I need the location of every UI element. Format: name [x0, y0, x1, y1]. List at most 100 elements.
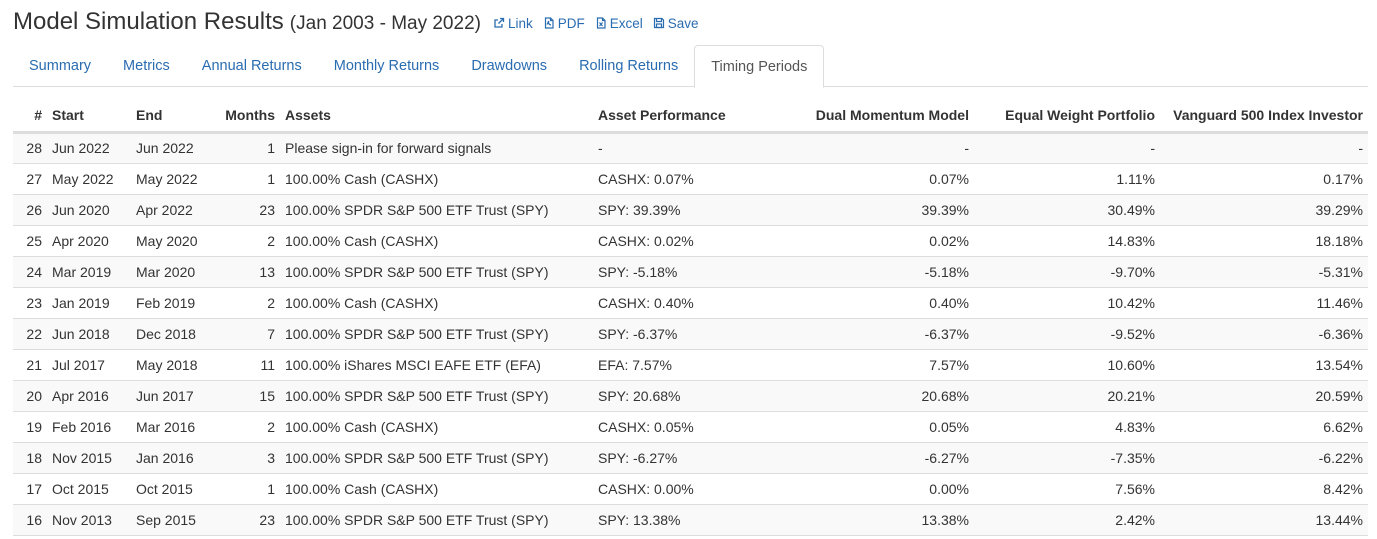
pdf-file-icon [544, 17, 554, 29]
cell-end: Feb 2019 [131, 287, 211, 319]
table-row: 27 May 2022 May 2022 1 100.00% Cash (CASHX) C… [13, 163, 1368, 195]
cell-vanguard-500: -6.36% [1160, 318, 1368, 350]
cell-months: 1 [211, 132, 280, 164]
cell-start: Nov 2013 [47, 504, 131, 536]
cell-assets: 100.00% Cash (CASHX) [280, 287, 593, 319]
cell-dual-momentum-model: -6.27% [766, 442, 974, 474]
cell-dual-momentum-model: -5.18% [766, 256, 974, 288]
link-button[interactable]: Link [493, 16, 533, 31]
cell-equal-weight-portfolio: 4.83% [974, 411, 1160, 443]
table-row: 24 Mar 2019 Mar 2020 13 100.00% SPDR S&P 500… [13, 256, 1368, 288]
cell-assets: 100.00% SPDR S&P 500 ETF Trust (SPY) [280, 256, 593, 288]
cell-number: 21 [13, 349, 47, 381]
tab-drawdowns[interactable]: Drawdowns [471, 58, 548, 74]
cell-vanguard-500: 13.54% [1160, 349, 1368, 381]
column-header-asset-performance[interactable]: Asset Performance [593, 100, 766, 134]
cell-equal-weight-portfolio: 30.49% [974, 194, 1160, 226]
save-button[interactable]: Save [653, 16, 699, 31]
cell-number: 23 [13, 287, 47, 319]
cell-start: Apr 2016 [47, 380, 131, 412]
excel-button[interactable]: Excel [595, 16, 643, 31]
cell-months: 11 [211, 349, 280, 381]
cell-end: Oct 2015 [131, 473, 211, 505]
cell-vanguard-500: 8.42% [1160, 473, 1368, 505]
cell-end: Jun 2017 [131, 380, 211, 412]
tab-monthly-returns[interactable]: Monthly Returns [333, 58, 440, 74]
cell-dual-momentum-model: 0.05% [766, 411, 974, 443]
cell-number: 24 [13, 256, 47, 288]
cell-months: 15 [211, 380, 280, 412]
cell-number: 19 [13, 411, 47, 443]
cell-dual-momentum-model: - [766, 132, 974, 164]
table-row: 18 Nov 2015 Jan 2016 3 100.00% SPDR S&P 500 … [13, 442, 1368, 474]
cell-dual-momentum-model: 13.38% [766, 504, 974, 536]
table-row: 20 Apr 2016 Jun 2017 15 100.00% SPDR S&P 500… [13, 380, 1368, 412]
column-header-equal-weight-portfolio[interactable]: Equal Weight Portfolio [974, 100, 1160, 134]
cell-months: 13 [211, 256, 280, 288]
link-label: Link [507, 15, 533, 31]
tab-metrics[interactable]: Metrics [123, 58, 170, 74]
cell-start: Jul 2017 [47, 349, 131, 381]
cell-vanguard-500: 39.29% [1160, 194, 1368, 226]
tab-rolling-returns[interactable]: Rolling Returns [579, 58, 679, 74]
cell-equal-weight-portfolio: -9.52% [974, 318, 1160, 350]
cell-end: Dec 2018 [131, 318, 211, 350]
cell-asset-performance: CASHX: 0.05% [593, 411, 766, 443]
column-header-start[interactable]: Start [47, 100, 131, 134]
cell-months: 2 [211, 411, 280, 443]
cell-assets: 100.00% SPDR S&P 500 ETF Trust (SPY) [280, 318, 593, 350]
cell-months: 2 [211, 225, 280, 257]
cell-start: Apr 2020 [47, 225, 131, 257]
column-header-end[interactable]: End [131, 100, 211, 134]
cell-end: Mar 2016 [131, 411, 211, 443]
column-header-number[interactable]: # [13, 100, 47, 134]
table-row: 21 Jul 2017 May 2018 11 100.00% iShares MSCI… [13, 349, 1368, 381]
cell-start: Oct 2015 [47, 473, 131, 505]
cell-assets: 100.00% iShares MSCI EAFE ETF (EFA) [280, 349, 593, 381]
cell-assets: 100.00% Cash (CASHX) [280, 473, 593, 505]
cell-dual-momentum-model: -6.37% [766, 318, 974, 350]
table-row: 26 Jun 2020 Apr 2022 23 100.00% SPDR S&P 500… [13, 194, 1368, 226]
cell-dual-momentum-model: 0.40% [766, 287, 974, 319]
table-row: 22 Jun 2018 Dec 2018 7 100.00% SPDR S&P 500 … [13, 318, 1368, 350]
cell-months: 1 [211, 163, 280, 195]
cell-assets: 100.00% Cash (CASHX) [280, 411, 593, 443]
column-header-assets[interactable]: Assets [280, 100, 593, 134]
table-body: 28 Jun 2022 Jun 2022 1 Please sign-in for fo… [13, 132, 1368, 536]
pdf-button[interactable]: PDF [543, 16, 585, 31]
cell-assets: 100.00% SPDR S&P 500 ETF Trust (SPY) [280, 504, 593, 536]
cell-vanguard-500: 18.18% [1160, 225, 1368, 257]
tab-annual-returns[interactable]: Annual Returns [201, 58, 302, 74]
cell-equal-weight-portfolio: 10.42% [974, 287, 1160, 319]
save-label: Save [667, 15, 699, 31]
cell-asset-performance: SPY: 13.38% [593, 504, 766, 536]
table-row: 19 Feb 2016 Mar 2016 2 100.00% Cash (CASHX) C… [13, 411, 1368, 443]
column-header-dual-momentum-model[interactable]: Dual Momentum Model [766, 100, 974, 134]
cell-equal-weight-portfolio: - [974, 132, 1160, 164]
cell-number: 17 [13, 473, 47, 505]
cell-end: Sep 2015 [131, 504, 211, 536]
cell-dual-momentum-model: 0.07% [766, 163, 974, 195]
table-header-row: # Start End Months Assets Asset Performa… [13, 100, 1368, 134]
column-header-vanguard-500[interactable]: Vanguard 500 Index Investor [1160, 100, 1368, 134]
cell-end: Jun 2022 [131, 132, 211, 164]
cell-months: 23 [211, 194, 280, 226]
cell-asset-performance: EFA: 7.57% [593, 349, 766, 381]
cell-dual-momentum-model: 20.68% [766, 380, 974, 412]
header-actions: Link PDF Excel Save [493, 16, 709, 31]
cell-number: 27 [13, 163, 47, 195]
column-header-months[interactable]: Months [211, 100, 280, 134]
tab-timing-periods[interactable]: Timing Periods [694, 45, 825, 88]
cell-end: May 2022 [131, 163, 211, 195]
cell-asset-performance: SPY: 39.39% [593, 194, 766, 226]
cell-months: 23 [211, 504, 280, 536]
cell-asset-performance: - [593, 132, 766, 164]
tab-summary[interactable]: Summary [29, 58, 92, 74]
cell-start: Jun 2018 [47, 318, 131, 350]
cell-equal-weight-portfolio: -9.70% [974, 256, 1160, 288]
cell-start: Jun 2022 [47, 132, 131, 164]
cell-equal-weight-portfolio: 14.83% [974, 225, 1160, 257]
cell-equal-weight-portfolio: 7.56% [974, 473, 1160, 505]
table-row: 28 Jun 2022 Jun 2022 1 Please sign-in for fo… [13, 132, 1368, 164]
cell-end: May 2018 [131, 349, 211, 381]
